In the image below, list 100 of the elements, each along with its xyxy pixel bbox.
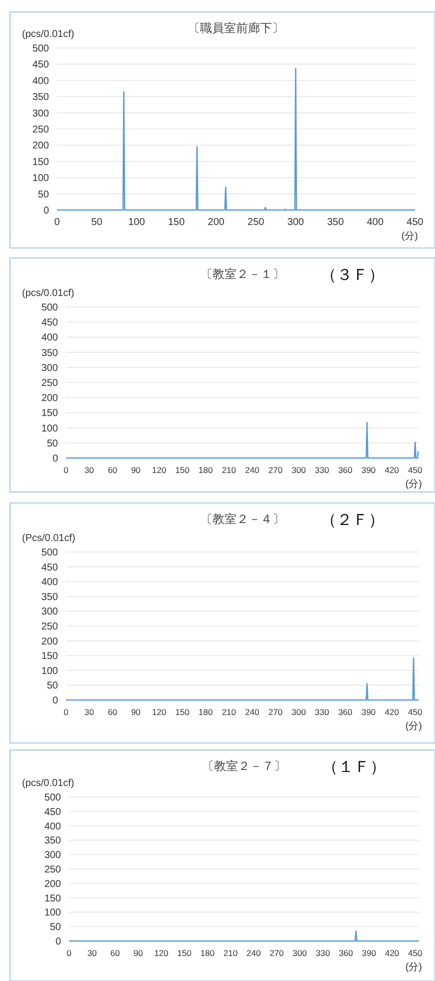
y-tick-label: 300 — [44, 850, 62, 862]
chart-title: 〔教室２－４〕 — [200, 512, 284, 526]
y-tick-label: 300 — [41, 362, 58, 374]
x-tick-label: 210 — [222, 707, 236, 717]
text: （３Ｆ） — [320, 265, 384, 284]
x-tick-label: 200 — [208, 217, 225, 228]
x-tick-label: 90 — [131, 465, 141, 475]
y-tick-label: 50 — [46, 680, 58, 692]
y-tick-label: 350 — [44, 836, 62, 847]
x-tick-label: 0 — [64, 465, 69, 475]
x-tick-label: 270 — [270, 948, 284, 958]
x-tick-label: 120 — [152, 707, 166, 717]
x-tick-label: 300 — [292, 948, 308, 958]
x-tick-label: 360 — [338, 707, 353, 717]
x-tick-label: 270 — [268, 465, 283, 475]
x-tick-label: 60 — [108, 707, 118, 717]
x-axis-title: (分) — [405, 478, 422, 490]
x-tick-label: 400 — [366, 217, 384, 228]
x-tick-label: 390 — [362, 948, 376, 958]
y-tick-label: 200 — [44, 878, 62, 890]
x-tick-label: 240 — [245, 707, 260, 717]
y-tick-label: 250 — [41, 622, 58, 632]
x-axis-title: (分) — [405, 720, 422, 732]
y-axis-title: (pcs/0.01cf) — [22, 778, 74, 789]
x-tick-label: 240 — [245, 465, 260, 475]
y-axis-title: (pcs/0.01cf) — [22, 29, 74, 40]
y-tick-label: 150 — [32, 156, 50, 168]
y-tick-label: 50 — [50, 922, 62, 934]
y-tick-label: 200 — [41, 393, 58, 404]
y-tick-label: 450 — [41, 318, 58, 329]
x-tick-label: 0 — [64, 707, 69, 717]
y-tick-label: 200 — [41, 636, 58, 648]
x-tick-label: 180 — [198, 707, 214, 717]
y-tick-label: 250 — [44, 864, 62, 876]
y-axis-title: (pcs/0.01cf) — [22, 288, 74, 299]
line-series — [56, 68, 416, 211]
y-tick-label: 400 — [44, 821, 62, 832]
y-tick-label: 0 — [52, 696, 58, 706]
y-tick-label: 0 — [43, 206, 50, 216]
x-tick-label: 420 — [384, 707, 400, 717]
x-tick-label: 60 — [110, 948, 120, 958]
y-tick-label: 300 — [32, 108, 50, 120]
text: （２Ｆ） — [320, 510, 384, 529]
x-tick-label: 30 — [87, 948, 98, 958]
x-tick-label: 330 — [316, 948, 330, 958]
y-tick-label: 500 — [41, 302, 58, 314]
text: （１Ｆ） — [322, 757, 386, 776]
x-tick-label: 50 — [91, 217, 103, 228]
y-tick-label: 100 — [44, 908, 62, 919]
x-tick-label: 270 — [268, 707, 283, 717]
y-tick-label: 0 — [52, 454, 58, 464]
x-axis-title: (分) — [405, 961, 422, 973]
x-tick-label: 350 — [327, 217, 344, 228]
x-tick-label: 210 — [222, 465, 236, 475]
x-tick-label: 30 — [84, 465, 94, 475]
y-tick-label: 200 — [32, 140, 50, 152]
y-tick-label: 250 — [32, 124, 50, 136]
y-tick-label: 400 — [41, 332, 58, 344]
y-tick-label: 400 — [32, 76, 50, 87]
y-tick-label: 150 — [41, 651, 58, 662]
x-tick-label: 150 — [168, 217, 186, 228]
x-tick-label: 100 — [128, 217, 146, 228]
x-tick-label: 150 — [177, 948, 192, 958]
y-tick-label: 0 — [55, 936, 62, 948]
y-tick-label: 450 — [32, 60, 50, 71]
x-tick-label: 390 — [361, 707, 376, 717]
y-tick-label: 100 — [32, 173, 50, 184]
x-tick-label: 120 — [154, 948, 169, 958]
y-tick-label: 300 — [41, 606, 58, 618]
y-tick-label: 350 — [32, 92, 50, 104]
x-tick-label: 0 — [66, 948, 72, 958]
x-tick-label: 60 — [108, 465, 118, 475]
x-tick-label: 450 — [406, 217, 424, 228]
y-tick-label: 150 — [41, 408, 58, 420]
y-tick-label: 500 — [32, 44, 50, 54]
y-tick-label: 500 — [41, 548, 58, 558]
y-tick-label: 400 — [41, 577, 58, 588]
x-tick-label: 240 — [246, 948, 261, 958]
x-tick-label: 360 — [338, 948, 354, 958]
x-tick-label: 180 — [200, 948, 215, 958]
chart-title: 〔教室２－７〕 — [202, 759, 286, 773]
x-tick-label: 420 — [384, 465, 400, 475]
x-axis-title: (分) — [401, 230, 418, 242]
y-tick-label: 500 — [44, 792, 62, 804]
y-tick-label: 100 — [41, 666, 58, 677]
x-tick-label: 420 — [384, 948, 400, 958]
x-tick-label: 300 — [292, 465, 306, 475]
x-tick-label: 300 — [292, 707, 306, 717]
x-tick-label: 90 — [133, 948, 144, 958]
y-tick-label: 50 — [38, 189, 50, 200]
y-tick-label: 50 — [46, 438, 58, 450]
x-tick-label: 150 — [175, 707, 190, 717]
line-series — [65, 422, 419, 459]
chart-title: 〔教室２－１〕 — [200, 267, 284, 281]
y-tick-label: 350 — [41, 348, 58, 359]
y-tick-label: 250 — [41, 378, 58, 389]
x-tick-label: 450 — [408, 465, 422, 475]
x-tick-label: 180 — [198, 465, 214, 475]
x-tick-label: 330 — [314, 707, 330, 717]
x-tick-label: 250 — [248, 217, 265, 228]
